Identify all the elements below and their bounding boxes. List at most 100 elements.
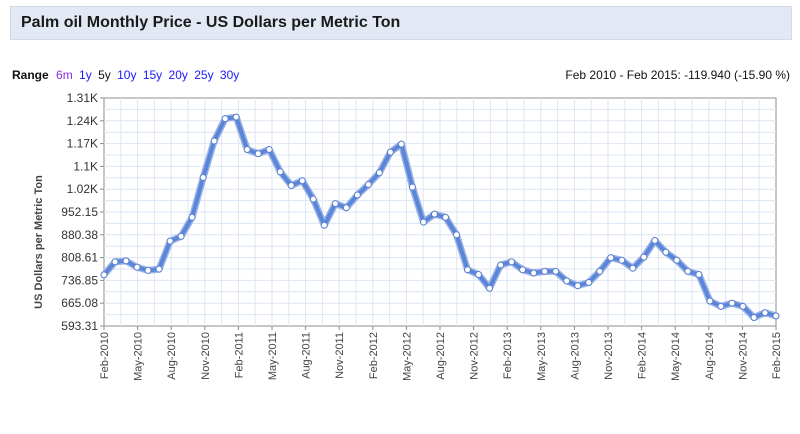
x-tick-label: Aug-2012 <box>435 332 447 380</box>
data-point <box>750 314 758 322</box>
data-point <box>166 237 174 245</box>
range-option-10y[interactable]: 10y <box>117 68 137 82</box>
x-tick-label: Nov-2010 <box>200 332 212 380</box>
data-point <box>662 248 670 256</box>
x-tick-label: Aug-2013 <box>569 332 581 380</box>
x-tick-label: Nov-2012 <box>469 332 481 380</box>
data-point <box>596 267 604 275</box>
data-point <box>199 174 207 182</box>
y-tick-label: 808.61 <box>61 251 98 265</box>
x-tick-label: Feb-2014 <box>637 332 649 379</box>
data-point <box>364 181 372 189</box>
data-point <box>717 302 725 310</box>
y-axis-label: US Dollars per Metric Ton <box>33 175 45 309</box>
data-point <box>430 210 438 218</box>
range-option-25y[interactable]: 25y <box>194 68 214 82</box>
y-tick-label: 1.24K <box>67 114 98 128</box>
data-point <box>519 266 527 274</box>
data-point <box>177 232 185 240</box>
data-point <box>331 200 339 208</box>
data-point <box>640 253 648 261</box>
data-point <box>585 279 593 287</box>
data-point <box>772 312 780 320</box>
data-point <box>530 269 538 277</box>
data-point <box>287 181 295 189</box>
data-point <box>342 204 350 212</box>
data-point <box>739 302 747 310</box>
x-tick-label: Nov-2011 <box>334 332 346 379</box>
data-point <box>442 213 450 221</box>
data-point <box>552 267 560 275</box>
data-point <box>706 297 714 305</box>
y-tick-label: 1.31K <box>67 91 98 105</box>
range-label: Range <box>12 68 49 82</box>
data-point <box>464 266 472 274</box>
y-tick-label: 665.08 <box>61 296 98 310</box>
y-tick-label: 1.17K <box>67 137 98 151</box>
data-point <box>618 256 626 264</box>
x-tick-label: Feb-2015 <box>771 332 783 379</box>
data-point <box>397 140 405 148</box>
range-option-20y[interactable]: 20y <box>168 68 188 82</box>
data-point <box>684 267 692 275</box>
x-tick-label: May-2011 <box>267 332 279 380</box>
x-tick-label: Aug-2011 <box>301 332 313 379</box>
y-tick-label: 736.85 <box>61 273 98 287</box>
data-point <box>320 221 328 229</box>
data-point <box>419 218 427 226</box>
x-tick-label: Aug-2014 <box>704 332 716 380</box>
data-point <box>497 261 505 269</box>
data-point <box>541 267 549 275</box>
x-tick-label: Feb-2012 <box>368 332 380 379</box>
data-point <box>386 148 394 156</box>
x-tick-label: May-2013 <box>536 332 548 381</box>
data-point <box>761 309 769 317</box>
data-point <box>309 195 317 203</box>
data-point <box>111 258 119 266</box>
data-point <box>232 113 240 121</box>
y-tick-label: 593.31 <box>61 319 98 333</box>
data-point <box>276 168 284 176</box>
y-tick-label: 952.15 <box>61 205 98 219</box>
data-point <box>408 183 416 191</box>
x-tick-label: Feb-2013 <box>502 332 514 379</box>
range-option-5y[interactable]: 5y <box>98 68 111 82</box>
range-option-30y[interactable]: 30y <box>219 68 240 82</box>
data-point <box>188 213 196 221</box>
data-point <box>607 254 615 262</box>
data-point <box>265 146 273 154</box>
data-point <box>475 271 483 279</box>
data-point <box>155 265 163 273</box>
range-change-summary: Feb 2010 - Feb 2015: -119.940 (-15.90 %) <box>565 68 790 82</box>
data-point <box>728 299 736 307</box>
data-point <box>375 169 383 177</box>
x-tick-label: Nov-2014 <box>737 332 749 380</box>
range-option-15y[interactable]: 15y <box>142 68 163 82</box>
x-tick-label: May-2012 <box>401 332 413 381</box>
data-point <box>651 237 659 245</box>
range-option-6m[interactable]: 6m <box>56 68 73 82</box>
data-point <box>100 271 108 279</box>
data-point <box>298 177 306 185</box>
range-option-1y[interactable]: 1y <box>79 68 92 82</box>
data-point <box>122 257 130 265</box>
x-tick-label: Aug-2010 <box>166 332 178 380</box>
x-tick-label: Feb-2011 <box>233 332 245 378</box>
x-tick-label: May-2014 <box>670 332 682 381</box>
data-point <box>353 191 361 199</box>
x-tick-label: Feb-2010 <box>99 332 111 379</box>
data-point <box>508 258 516 266</box>
chart-title: Palm oil Monthly Price - US Dollars per … <box>21 14 401 31</box>
data-point <box>695 271 703 279</box>
y-tick-label: 1.02K <box>67 182 98 196</box>
x-tick-label: Nov-2013 <box>603 332 615 380</box>
data-point <box>254 150 262 158</box>
data-point <box>574 282 582 290</box>
chart-title-bar: Palm oil Monthly Price - US Dollars per … <box>10 6 792 40</box>
x-tick-label: May-2010 <box>133 332 145 381</box>
data-point <box>144 266 152 274</box>
data-point <box>243 146 251 154</box>
data-point <box>563 277 571 285</box>
y-tick-label: 1.1K <box>73 159 98 173</box>
